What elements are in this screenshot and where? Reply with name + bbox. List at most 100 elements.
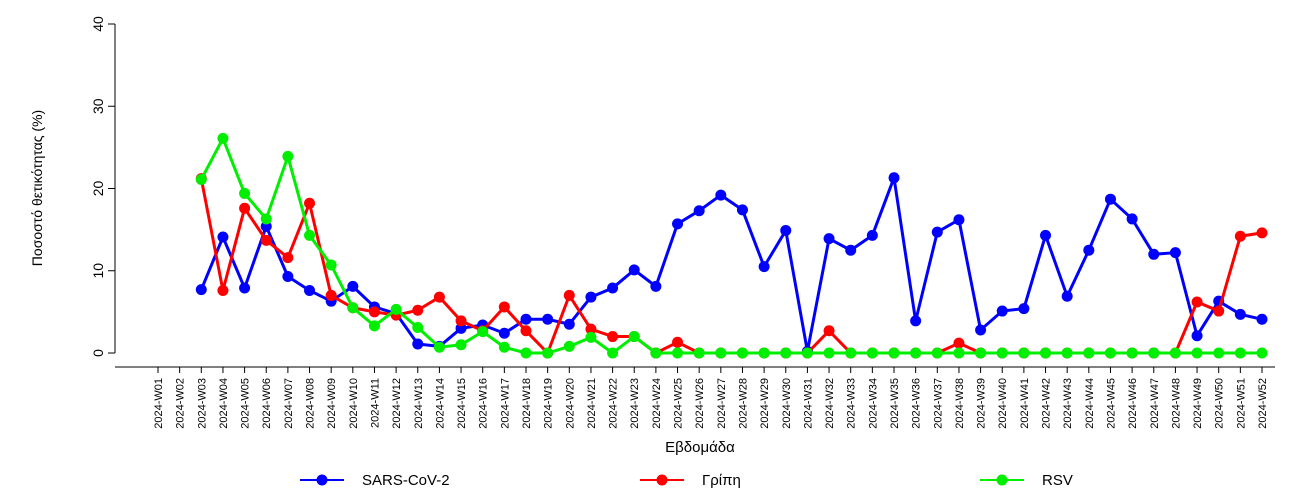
x-tick-label: 2024-W15 bbox=[456, 378, 468, 429]
point bbox=[1040, 229, 1052, 241]
y-tick-label: 40 bbox=[90, 16, 106, 32]
point bbox=[910, 315, 922, 327]
x-tick-label: 2024-W36 bbox=[911, 378, 923, 429]
point bbox=[347, 302, 359, 314]
legend-label: Γρίπη bbox=[702, 472, 741, 489]
x-tick-label: 2024-W47 bbox=[1149, 378, 1161, 429]
point bbox=[368, 320, 380, 332]
point bbox=[996, 305, 1008, 317]
point bbox=[1148, 248, 1160, 260]
x-tick-label: 2024-W04 bbox=[218, 378, 230, 429]
x-tick-label: 2024-W40 bbox=[997, 378, 1009, 429]
y-tick-label: 0 bbox=[90, 349, 106, 357]
x-tick-label: 2024-W45 bbox=[1105, 378, 1117, 429]
x-tick-label: 2024-W10 bbox=[348, 378, 360, 429]
point bbox=[412, 338, 424, 350]
point bbox=[823, 325, 835, 337]
point bbox=[498, 341, 510, 353]
x-tick-label: 2024-W41 bbox=[1019, 378, 1031, 429]
point bbox=[1126, 213, 1138, 225]
point bbox=[498, 301, 510, 313]
point bbox=[563, 318, 575, 330]
point bbox=[433, 341, 445, 353]
point bbox=[953, 347, 965, 359]
x-tick-label: 2024-W51 bbox=[1235, 378, 1247, 429]
point bbox=[866, 229, 878, 241]
point bbox=[672, 218, 684, 230]
x-tick-label: 2024-W14 bbox=[434, 378, 446, 429]
point bbox=[390, 303, 402, 315]
y-tick-label: 20 bbox=[90, 181, 106, 197]
point bbox=[325, 259, 337, 271]
point bbox=[239, 202, 251, 214]
point bbox=[1104, 193, 1116, 205]
point bbox=[304, 284, 316, 296]
x-tick-label: 2024-W16 bbox=[478, 378, 490, 429]
point bbox=[1234, 308, 1246, 320]
x-tick-label: 2024-W28 bbox=[737, 378, 749, 429]
point bbox=[563, 289, 575, 301]
x-tick-label: 2024-W33 bbox=[846, 378, 858, 429]
point bbox=[1104, 347, 1116, 359]
point bbox=[239, 187, 251, 199]
point bbox=[953, 214, 965, 226]
point bbox=[477, 326, 489, 338]
point bbox=[736, 204, 748, 216]
x-tick-label: 2024-W02 bbox=[175, 378, 187, 429]
point bbox=[520, 313, 532, 325]
point bbox=[693, 347, 705, 359]
x-tick-label: 2024-W48 bbox=[1170, 378, 1182, 429]
x-tick-label: 2024-W37 bbox=[932, 378, 944, 429]
legend-marker bbox=[656, 474, 668, 486]
x-tick-label: 2024-W20 bbox=[564, 378, 576, 429]
x-tick-label: 2024-W30 bbox=[781, 378, 793, 429]
x-tick-label: 2024-W26 bbox=[694, 378, 706, 429]
x-tick-label: 2024-W39 bbox=[976, 378, 988, 429]
x-tick-label: 2024-W01 bbox=[153, 378, 165, 429]
point bbox=[455, 315, 467, 327]
point bbox=[953, 337, 965, 349]
point bbox=[585, 323, 597, 335]
x-tick-label: 2024-W09 bbox=[326, 378, 338, 429]
x-tick-label: 2024-W31 bbox=[802, 378, 814, 429]
legend-label: RSV bbox=[1042, 472, 1073, 489]
legend-label: SARS-CoV-2 bbox=[362, 472, 450, 489]
x-tick-label: 2024-W42 bbox=[1041, 378, 1053, 429]
point bbox=[1191, 330, 1203, 342]
x-tick-label: 2024-W05 bbox=[240, 378, 252, 429]
point bbox=[888, 347, 900, 359]
x-tick-label: 2024-W49 bbox=[1192, 378, 1204, 429]
point bbox=[780, 347, 792, 359]
point bbox=[823, 233, 835, 245]
point bbox=[1083, 244, 1095, 256]
point bbox=[1191, 347, 1203, 359]
point bbox=[650, 347, 662, 359]
series-line bbox=[199, 178, 1263, 356]
x-tick-label: 2024-W19 bbox=[543, 378, 555, 429]
x-tick-label: 2024-W13 bbox=[413, 378, 425, 429]
point bbox=[1256, 227, 1268, 239]
point bbox=[758, 261, 770, 273]
point bbox=[996, 347, 1008, 359]
point bbox=[1191, 296, 1203, 308]
x-tick-label: 2024-W07 bbox=[283, 378, 295, 429]
point bbox=[975, 347, 987, 359]
point bbox=[628, 264, 640, 276]
x-tick-label: 2024-W21 bbox=[586, 378, 598, 429]
point bbox=[607, 331, 619, 343]
point bbox=[1148, 347, 1160, 359]
point bbox=[1256, 347, 1268, 359]
series-line bbox=[199, 171, 1263, 352]
point bbox=[823, 347, 835, 359]
x-tick-label: 2024-W23 bbox=[629, 378, 641, 429]
point bbox=[412, 322, 424, 334]
y-tick-label: 30 bbox=[90, 98, 106, 114]
x-axis-title: Εβδομάδα bbox=[665, 439, 735, 456]
x-tick-label: 2024-W35 bbox=[889, 378, 901, 429]
point bbox=[715, 347, 727, 359]
x-tick-label: 2024-W25 bbox=[673, 378, 685, 429]
legend-marker bbox=[316, 474, 328, 486]
x-tick-label: 2024-W44 bbox=[1084, 378, 1096, 429]
point bbox=[758, 347, 770, 359]
point bbox=[1213, 305, 1225, 317]
